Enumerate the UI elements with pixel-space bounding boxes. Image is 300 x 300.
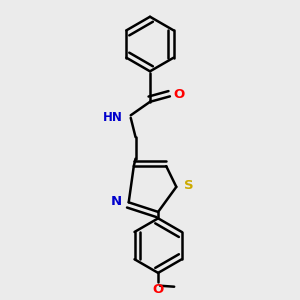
Text: HN: HN xyxy=(103,111,123,124)
Text: N: N xyxy=(110,195,122,208)
Text: O: O xyxy=(174,88,185,101)
Text: S: S xyxy=(184,179,194,192)
Text: O: O xyxy=(152,283,164,296)
